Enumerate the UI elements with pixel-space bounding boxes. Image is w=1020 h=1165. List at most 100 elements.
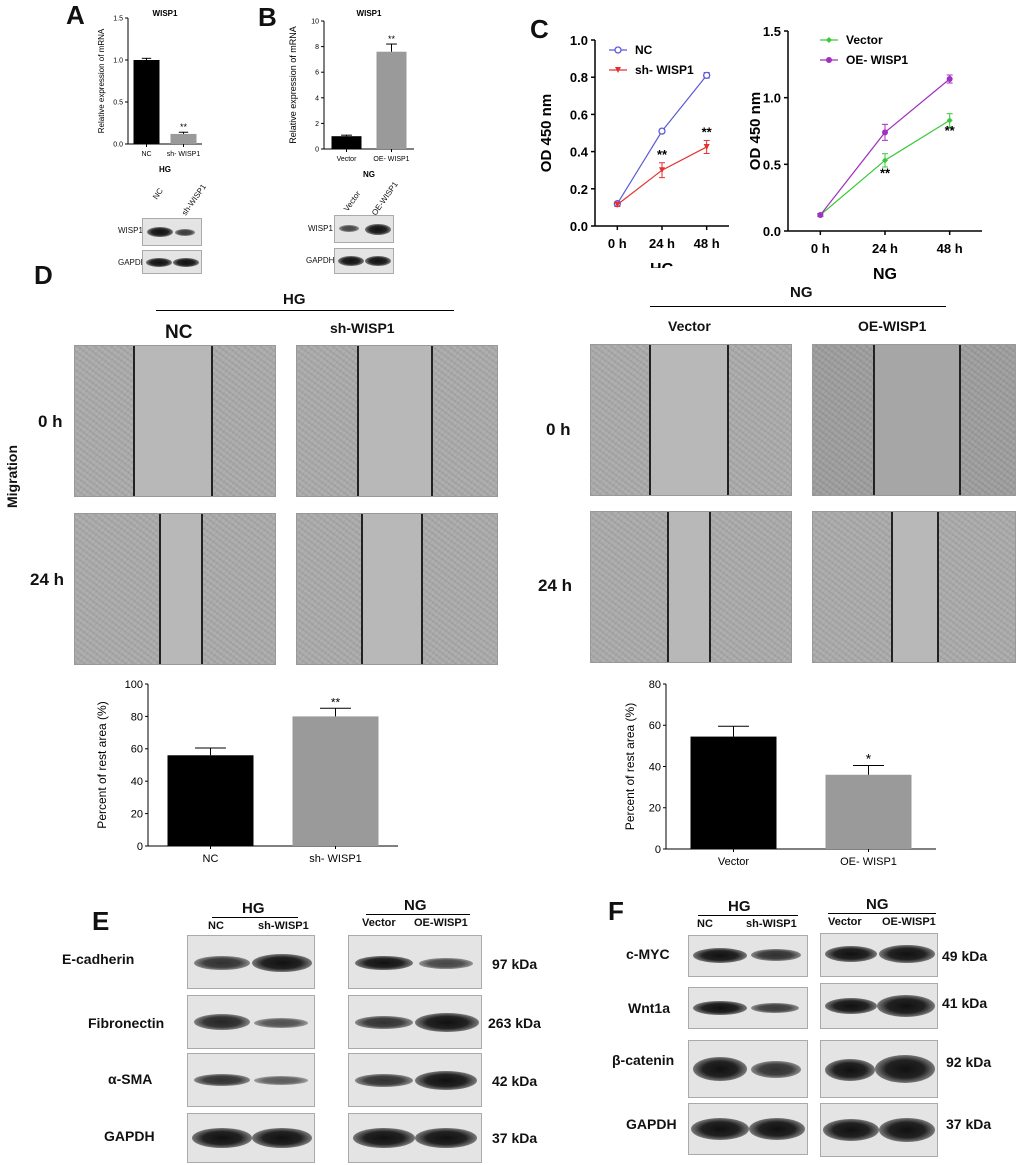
panel-label-c: C	[530, 14, 549, 44]
y-axis-label: Relative expression of mRNA	[288, 26, 298, 144]
bar	[825, 774, 912, 849]
d-col-oe: OE-WISP1	[858, 318, 927, 334]
x-tick-label: NC	[141, 151, 151, 158]
d-migration-label: Migration	[4, 445, 20, 508]
d-row-0h-left: 0 h	[38, 412, 63, 431]
series-line	[616, 74, 708, 204]
data-point	[614, 201, 621, 208]
legend-label: Vector	[846, 33, 883, 47]
y-tick-label: 0.4	[570, 145, 589, 160]
y-tick-label: 80	[649, 679, 661, 691]
chart-c-left: 0.0 0.2 0.4 0.6 0.8 1.0 0 h 24 h 48 h NC sh- WISP1…	[538, 33, 729, 268]
x-tick-label: sh- WISP1	[167, 151, 201, 158]
y-tick-label: 0.0	[113, 141, 123, 148]
x-tick-label: sh- WISP1	[309, 853, 362, 865]
significance-label: **	[180, 122, 188, 132]
bar	[690, 736, 777, 849]
blot-a-lane-1: NC	[151, 186, 166, 202]
x-tick-label: OE- WISP1	[373, 156, 409, 163]
y-axis-label: Relative expression of mRNA	[97, 28, 106, 133]
e-blot-hg-asma	[187, 1053, 315, 1107]
f-kda-1: 49 kDa	[942, 948, 988, 964]
e-blot-hg-gapdh	[187, 1113, 315, 1163]
bar	[133, 60, 160, 144]
y-tick-label: 60	[131, 744, 143, 756]
significance-label: *	[866, 750, 872, 766]
bar	[170, 133, 197, 144]
blot-a-gapdh	[142, 250, 202, 274]
x-tick-label: Vector	[718, 856, 750, 868]
f-lane-vector: Vector	[828, 916, 862, 928]
y-tick-label: 0.8	[570, 70, 588, 85]
y-tick-label: 40	[131, 776, 143, 788]
d-ng-line	[650, 306, 946, 307]
blot-b-lane-2: OE-WISP1	[370, 179, 400, 218]
data-point	[882, 157, 888, 164]
y-tick-label: 60	[649, 720, 661, 732]
e-lane-sh: sh-WISP1	[258, 920, 309, 932]
f-row-bcatenin: β-catenin	[612, 1052, 675, 1068]
blot-a-row-2: GAPDH	[118, 258, 147, 267]
data-point	[703, 71, 711, 79]
f-blot-hg-gapdh	[688, 1103, 808, 1155]
blot-a-row-1: WISP1	[118, 226, 143, 235]
chart-d-right: 0 20 40 60 80 Vector OE- WISP1 * Percent of rest…	[623, 679, 936, 868]
micrograph-sh-0h	[296, 345, 498, 497]
y-axis-label: Percent of rest area (%)	[623, 703, 637, 830]
x-tick-label: Vector	[337, 156, 358, 163]
f-lane-nc: NC	[697, 918, 713, 930]
d-hg-line	[156, 310, 454, 311]
x-tick-label: 48 h	[937, 241, 963, 256]
data-point	[826, 37, 832, 43]
d-row-24h-right: 24 h	[538, 576, 573, 595]
series-line	[819, 78, 951, 216]
f-ng-line	[828, 913, 936, 914]
e-kda-2: 263 kDa	[488, 1015, 541, 1031]
d-col-nc: NC	[165, 322, 193, 343]
y-axis-label: OD 450 nm	[538, 94, 555, 172]
blot-b-row-2: GAPDH	[306, 256, 335, 265]
e-lane-nc: NC	[208, 920, 224, 932]
data-point	[946, 117, 953, 124]
chart-c-right: 0.0 0.5 1.0 1.5 0 h 24 h 48 h Vector OE- WISP1 **…	[747, 24, 982, 283]
f-kda-2: 41 kDa	[942, 995, 988, 1011]
significance-label: **	[880, 166, 891, 181]
e-row-fibronectin: Fibronectin	[88, 1015, 165, 1031]
y-tick-label: 20	[649, 803, 661, 815]
e-blot-ng-fibronectin	[348, 995, 482, 1049]
y-tick-label: 0.5	[113, 99, 123, 106]
x-group-label: NG	[363, 170, 375, 179]
e-blot-ng-gapdh	[348, 1113, 482, 1163]
y-tick-label: 0.0	[570, 219, 588, 234]
bar	[292, 716, 379, 846]
y-tick-label: 0.0	[763, 224, 781, 239]
x-tick-label: 24 h	[872, 241, 898, 256]
x-tick-label: OE- WISP1	[840, 856, 897, 868]
f-hg-line	[698, 915, 798, 916]
e-blot-ng-ecad	[348, 935, 482, 989]
chart-d-left: 0 20 40 60 80 100 NC sh- WISP1 ** Percent of rest…	[95, 679, 398, 865]
y-tick-label: 80	[131, 711, 143, 723]
f-row-gapdh: GAPDH	[626, 1116, 677, 1132]
data-point	[882, 129, 888, 136]
y-tick-label: 1.0	[763, 91, 781, 106]
blot-b-gapdh	[334, 248, 394, 274]
y-tick-label: 10	[311, 18, 319, 25]
data-point	[615, 67, 621, 73]
panel-label-e: E	[92, 906, 110, 936]
e-blot-hg-fibronectin	[187, 995, 315, 1049]
f-blot-hg-cmyc	[688, 935, 808, 977]
chart-a: 0.0 0.5 1.0 1.5 NC sh- WISP1 ** WISP1 Relative e…	[97, 9, 202, 174]
f-blot-ng-wnt1a	[820, 983, 938, 1029]
blot-b-row-1: WISP1	[308, 224, 333, 233]
data-point	[817, 212, 824, 218]
e-row-gapdh: GAPDH	[104, 1128, 155, 1144]
f-lane-oe: OE-WISP1	[882, 916, 936, 928]
e-kda-4: 37 kDa	[492, 1130, 538, 1146]
f-hg-label: HG	[728, 898, 751, 915]
micrograph-nc-0h	[74, 345, 276, 497]
f-blot-hg-bcatenin	[688, 1040, 808, 1098]
y-tick-label: 4	[315, 95, 319, 102]
blot-b-lane-1: Vector	[342, 189, 363, 214]
micrograph-sh-24h	[296, 513, 498, 665]
